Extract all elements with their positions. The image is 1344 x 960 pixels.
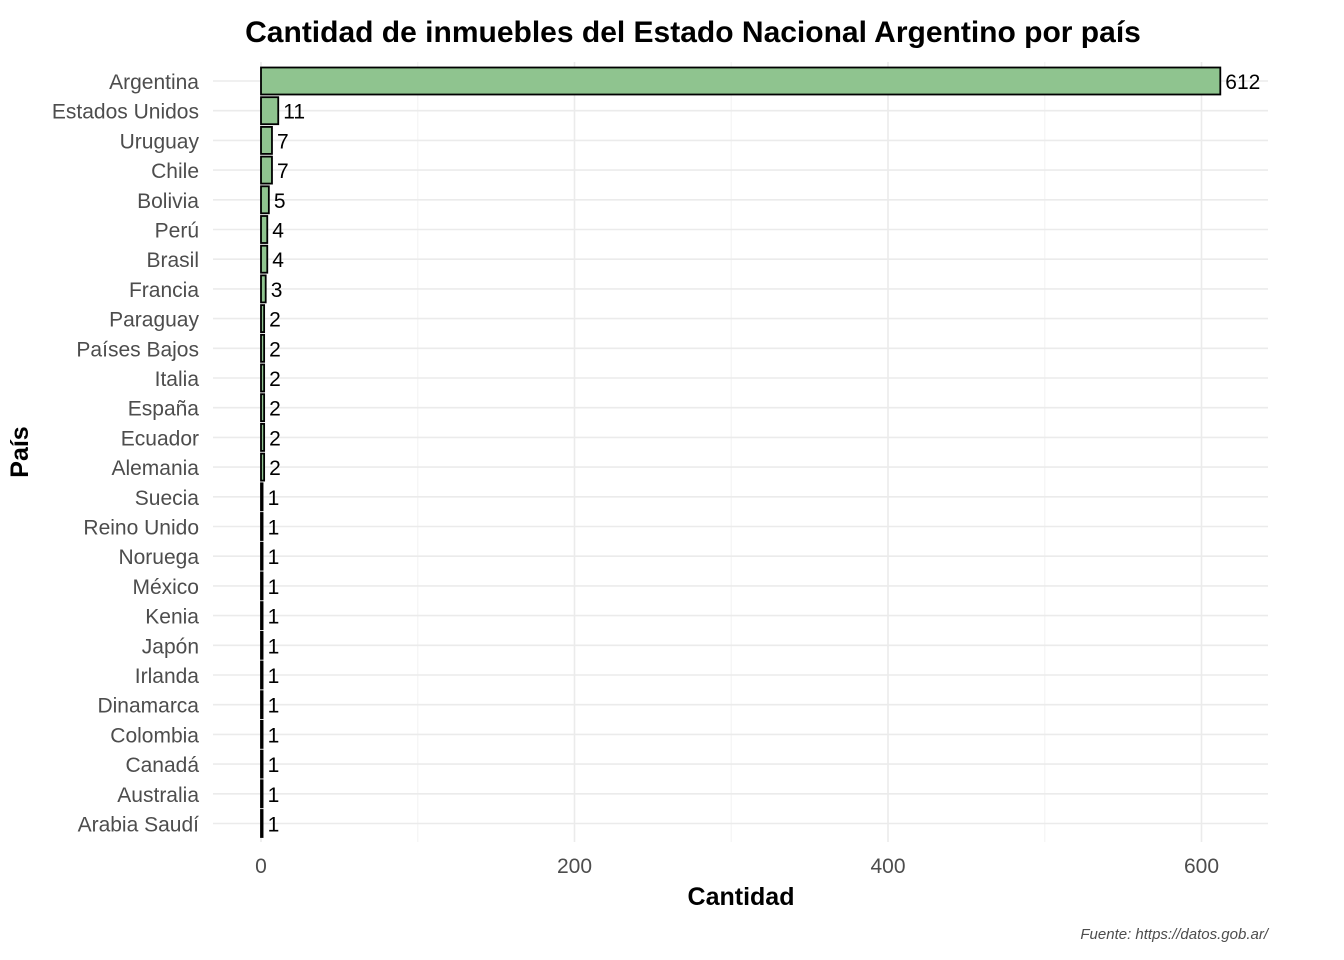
bar xyxy=(260,452,266,482)
category-label: Reino Unido xyxy=(83,517,199,540)
category-label: Arabia Saudí xyxy=(78,814,200,837)
bar-value-label: 1 xyxy=(268,665,280,688)
bar xyxy=(260,66,1222,96)
bar xyxy=(260,601,264,630)
bar xyxy=(260,630,264,660)
x-tick-label: 400 xyxy=(870,855,905,878)
category-label: Perú xyxy=(155,220,199,243)
category-label: Paraguay xyxy=(109,309,199,332)
category-label: Chile xyxy=(151,160,199,183)
bar-value-label: 11 xyxy=(283,101,305,124)
x-tick-label: 600 xyxy=(1184,855,1219,878)
chart-title: Cantidad de inmuebles del Estado Naciona… xyxy=(245,16,1141,49)
category-label: Japón xyxy=(142,635,199,658)
category-label: Ecuador xyxy=(121,427,199,450)
category-label: Francia xyxy=(129,279,199,302)
category-label: México xyxy=(132,576,199,599)
bar xyxy=(260,244,269,274)
category-label: Colombia xyxy=(110,724,199,747)
bar-value-label: 1 xyxy=(268,724,280,747)
bar-value-label: 1 xyxy=(268,635,280,658)
bar-value-label: 7 xyxy=(277,130,289,153)
source-caption: Fuente: https://datos.gob.ar/ xyxy=(1080,926,1269,943)
y-axis-title: País xyxy=(6,426,34,477)
category-labels: Argentina Estados Unidos Uruguay Chile Boliv… xyxy=(52,71,200,837)
bars xyxy=(260,66,1222,838)
category-label: Irlanda xyxy=(135,665,200,688)
bar-value-label: 2 xyxy=(269,368,281,391)
category-label: Kenia xyxy=(145,606,199,629)
bar-value-label: 7 xyxy=(277,160,289,183)
category-label: Alemania xyxy=(111,457,199,480)
category-label: España xyxy=(128,398,200,421)
grid-lines xyxy=(213,62,1268,842)
bar-value-label: 4 xyxy=(272,220,284,243)
bar xyxy=(260,215,269,244)
bar-value-label: 3 xyxy=(271,279,283,302)
bar-value-label: 2 xyxy=(269,309,281,332)
bar xyxy=(260,571,264,601)
bar xyxy=(260,749,264,779)
category-label: Australia xyxy=(117,784,199,807)
bar-value-label: 2 xyxy=(269,457,281,480)
bar-value-label: 2 xyxy=(269,398,281,421)
bar-value-label: 612 xyxy=(1225,71,1260,94)
bar xyxy=(260,660,264,690)
x-tick-label: 0 xyxy=(255,855,267,878)
x-tick-label: 200 xyxy=(557,855,592,878)
bar-value-label: 2 xyxy=(269,338,281,361)
bar xyxy=(260,482,264,512)
bar xyxy=(260,363,266,393)
category-label: Italia xyxy=(155,368,200,391)
bar-value-label: 1 xyxy=(268,517,280,540)
x-axis-title: Cantidad xyxy=(688,883,795,911)
category-label: Noruega xyxy=(118,546,199,569)
bar xyxy=(260,126,273,155)
category-label: Uruguay xyxy=(120,130,200,153)
bar xyxy=(260,304,266,334)
bar xyxy=(260,779,264,809)
bar xyxy=(260,512,264,541)
bar-value-label: 4 xyxy=(272,249,284,272)
bar-value-label: 1 xyxy=(268,784,280,807)
bar xyxy=(260,809,264,838)
category-label: Estados Unidos xyxy=(52,101,199,124)
bar-value-label: 1 xyxy=(268,754,280,777)
bar xyxy=(260,185,270,215)
bar xyxy=(260,690,264,720)
bar-value-label: 1 xyxy=(268,695,280,718)
bar xyxy=(260,393,266,423)
bar xyxy=(260,96,280,126)
category-label: Brasil xyxy=(146,249,199,272)
bar-value-label: 1 xyxy=(268,576,280,599)
bar xyxy=(260,333,266,363)
category-label: Canadá xyxy=(125,754,199,777)
x-tick-labels: 0 200 400 600 xyxy=(255,855,1219,878)
bar-value-label: 5 xyxy=(274,190,286,213)
bar xyxy=(260,720,264,749)
bar-value-label: 1 xyxy=(268,814,280,837)
category-label: Bolivia xyxy=(137,190,199,213)
bar xyxy=(260,541,264,571)
bar xyxy=(260,155,273,185)
category-label: Dinamarca xyxy=(97,695,199,718)
bar-value-label: 1 xyxy=(268,606,280,629)
bar-value-label: 1 xyxy=(268,546,280,569)
category-label: Argentina xyxy=(109,71,199,94)
bar xyxy=(260,274,267,304)
bar-value-label: 1 xyxy=(268,487,280,510)
category-label: Suecia xyxy=(135,487,200,510)
bar-value-label: 2 xyxy=(269,427,281,450)
category-label: Países Bajos xyxy=(76,338,199,361)
bar xyxy=(260,422,266,452)
